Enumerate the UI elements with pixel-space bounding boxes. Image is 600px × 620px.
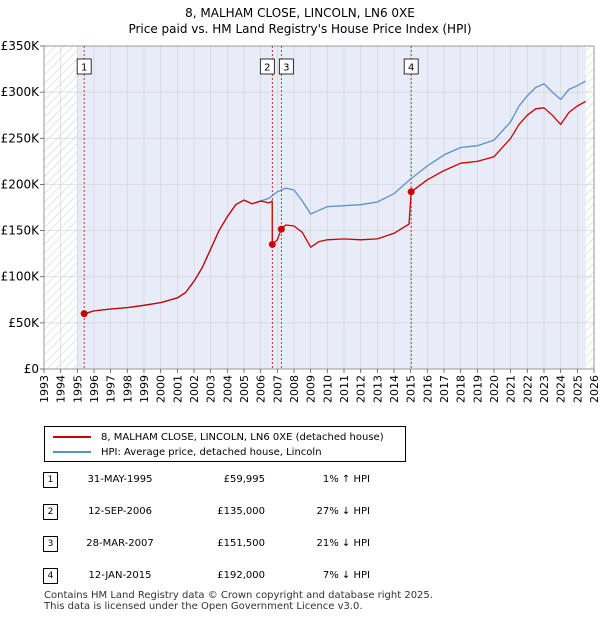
x-tick-label: 2011	[338, 375, 351, 403]
x-tick-label: 2019	[471, 375, 484, 403]
x-tick-label: 2003	[205, 375, 218, 403]
x-tick-label: 2021	[505, 375, 518, 403]
x-tick-label: 1994	[55, 375, 68, 403]
x-tick-label: 2010	[321, 375, 334, 403]
sale-marker-label: 2	[264, 63, 270, 74]
sale-marker-box	[76, 58, 92, 75]
x-tick-label: 2023	[538, 375, 551, 403]
legend-label-hpi: HPI: Average price, detached house, Linc…	[101, 446, 322, 458]
sale-row: 2 12-SEP-2006 £135,000 27% ↓ HPI	[0, 502, 600, 522]
x-tick-label: 1999	[138, 375, 151, 403]
sale-date: 12-JAN-2015	[88, 570, 152, 581]
sale-point	[80, 310, 88, 318]
sale-number: 1	[43, 472, 58, 488]
x-tick-label: 2018	[455, 375, 468, 403]
y-tick-label: £150K	[1, 224, 41, 238]
x-tick-label: 2000	[155, 375, 168, 403]
price-chart: 1 2 3 4 £0 £50K £100K £150K £200K £250K £300K £350…	[1, 39, 600, 403]
legend-label-property: 8, MALHAM CLOSE, LINCOLN, LN6 0XE (detac…	[101, 431, 384, 443]
sale-price: £59,995	[223, 474, 265, 485]
sale-hpi-delta: 7% ↓ HPI	[322, 570, 370, 581]
x-tick-label: 2001	[171, 375, 184, 403]
property-price-line	[84, 100, 587, 315]
sale-point	[277, 225, 285, 233]
sale-number: 2	[43, 504, 58, 520]
post-data-hatch	[585, 46, 594, 369]
plot-frame	[43, 45, 595, 370]
x-tick-label: 2024	[555, 375, 568, 403]
footer-line1: Contains HM Land Registry data © Crown c…	[44, 590, 433, 601]
x-tick-label: 2012	[355, 375, 368, 403]
sale-point	[407, 188, 415, 196]
x-tick-label: 2025	[571, 375, 584, 403]
sale-date: 28-MAR-2007	[86, 538, 154, 549]
y-tick-label: £350K	[1, 39, 41, 53]
chart-legend: 8, MALHAM CLOSE, LINCOLN, LN6 0XE (detac…	[44, 426, 406, 462]
sale-hpi-delta: 21% ↓ HPI	[316, 538, 370, 549]
chart-title-line2: Price paid vs. HM Land Registry's House …	[128, 22, 472, 36]
sale-price: £192,000	[217, 570, 265, 581]
sale-date: 12-SEP-2006	[88, 506, 152, 517]
sale-row: 4 12-JAN-2015 £192,000 7% ↓ HPI	[0, 566, 600, 586]
sale-hpi-delta: 27% ↓ HPI	[316, 506, 370, 517]
x-tick-label: 2026	[588, 375, 600, 403]
y-tick-label: £200K	[1, 177, 41, 191]
footer-line2: This data is licensed under the Open Gov…	[44, 601, 363, 612]
sale-marker-label: 1	[81, 63, 87, 74]
x-tick-label: 2005	[238, 375, 251, 403]
x-tick-label: 2013	[371, 375, 384, 403]
chart-title-line1: 8, MALHAM CLOSE, LINCOLN, LN6 0XE	[185, 6, 415, 20]
sale-marker-label: 3	[283, 63, 289, 74]
y-tick-label: £250K	[1, 131, 41, 145]
legend-swatch-property	[53, 436, 91, 438]
x-tick-label: 1998	[121, 375, 134, 403]
x-tick-label: 2007	[271, 375, 284, 403]
sale-date: 31-MAY-1995	[87, 474, 153, 485]
x-tick-label: 1993	[38, 375, 51, 403]
sale-marker-box	[278, 58, 294, 75]
y-tick-label: £300K	[1, 85, 41, 99]
sale-number: 3	[43, 536, 58, 552]
x-tick-label: 2017	[438, 375, 451, 403]
data-range-shade	[77, 46, 586, 369]
x-tick-label: 1997	[105, 375, 118, 403]
sale-marker-box	[403, 58, 419, 75]
legend-item-property: 8, MALHAM CLOSE, LINCOLN, LN6 0XE (detac…	[53, 430, 384, 444]
x-tick-label: 1995	[71, 375, 84, 403]
sale-number: 4	[43, 568, 58, 584]
x-tick-label: 2014	[388, 375, 401, 403]
x-tick-label: 2008	[288, 375, 301, 403]
sale-row: 3 28-MAR-2007 £151,500 21% ↓ HPI	[0, 534, 600, 554]
y-tick-label: £100K	[1, 270, 41, 284]
y-tick-label: £50K	[8, 316, 40, 330]
x-tick-label: 2022	[521, 375, 534, 403]
x-tick-label: 2016	[421, 375, 434, 403]
sale-hpi-delta: 1% ↑ HPI	[322, 474, 370, 485]
y-tick-label: £0	[24, 362, 39, 376]
sale-marker-label: 4	[408, 63, 414, 74]
sale-point	[268, 240, 276, 248]
x-tick-label: 2004	[221, 375, 234, 403]
sale-marker-box	[259, 58, 275, 75]
x-tick-label: 2009	[305, 375, 318, 403]
sale-row: 1 31-MAY-1995 £59,995 1% ↑ HPI	[0, 470, 600, 490]
sale-price: £151,500	[217, 538, 265, 549]
x-tick-label: 2006	[255, 375, 268, 403]
footer-note: Contains HM Land Registry data © Crown c…	[44, 590, 433, 612]
legend-item-hpi: HPI: Average price, detached house, Linc…	[53, 445, 322, 459]
x-tick-label: 2020	[488, 375, 501, 403]
sale-price: £135,000	[217, 506, 265, 517]
x-tick-label: 2002	[188, 375, 201, 403]
x-tick-label: 1996	[88, 375, 101, 403]
x-tick-label: 2015	[405, 375, 418, 403]
legend-swatch-hpi	[53, 451, 91, 453]
